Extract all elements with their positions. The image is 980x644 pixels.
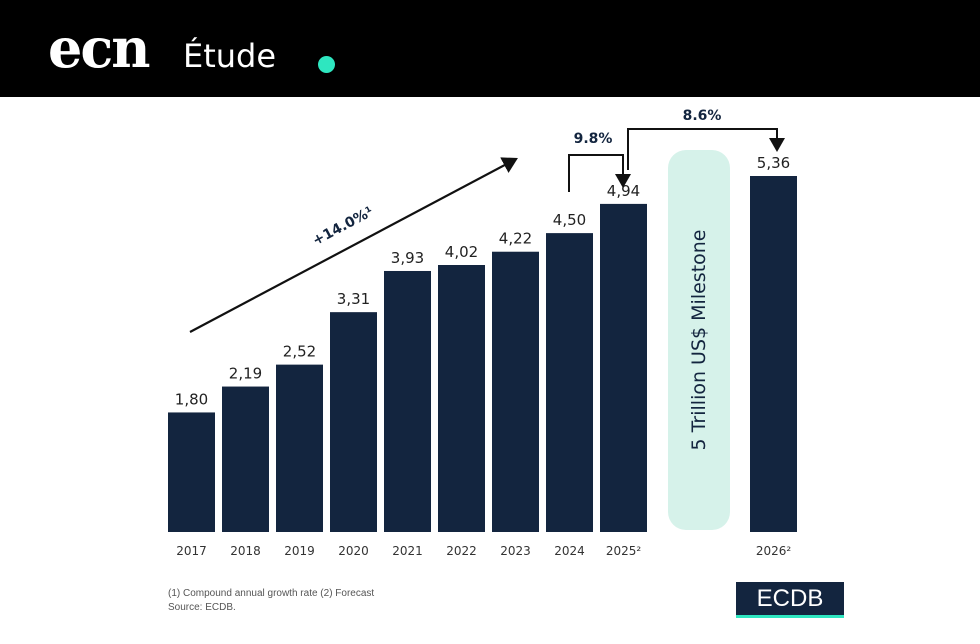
ecdb-logo: ECDB — [736, 582, 844, 618]
accent-dot-icon — [318, 56, 335, 73]
growth-arrow-2025 — [568, 154, 631, 192]
x-tick-label: 2018 — [230, 544, 261, 558]
footnote: (1) Compound annual growth rate (2) Fore… — [168, 588, 375, 599]
bar-2019 — [276, 364, 323, 532]
bar-2020 — [330, 312, 377, 532]
value-label: 1,80 — [175, 390, 208, 408]
value-label: 5,36 — [757, 154, 790, 172]
value-label: 4,02 — [445, 243, 478, 261]
x-tick-label: 2024 — [554, 544, 585, 558]
value-label: 3,31 — [337, 290, 370, 308]
milestone-label: 5 Trillion US$ Milestone — [688, 229, 710, 450]
bar-2021 — [384, 270, 431, 532]
section-title: Étude — [183, 37, 277, 75]
value-label: 3,93 — [391, 249, 424, 267]
ecn-logo: ecn — [48, 16, 150, 80]
x-tick-label: 2026² — [756, 544, 792, 558]
header-bar: ecn Étude — [0, 0, 980, 97]
bar-2022 — [438, 265, 485, 532]
bar-2024 — [546, 233, 593, 533]
milestone-band — [668, 150, 730, 530]
bar-2025² — [600, 203, 647, 533]
bar-2026² — [750, 176, 797, 532]
bar-2017 — [168, 412, 215, 532]
x-tick-label: 2023 — [500, 544, 531, 558]
x-tick-label: 2020 — [338, 544, 369, 558]
cagr-label: +14.0%¹ — [310, 204, 376, 249]
x-tick-label: 2022 — [446, 544, 477, 558]
cagr-arrow — [189, 157, 518, 333]
value-label: 4,22 — [499, 230, 532, 248]
bar-2023 — [492, 251, 539, 532]
x-tick-label: 2025² — [606, 544, 642, 558]
footnotes: (1) Compound annual growth rate (2) Fore… — [168, 587, 374, 615]
value-label: 2,52 — [283, 343, 316, 361]
source-note: Source: ECDB. — [168, 602, 236, 613]
x-tick-label: 2021 — [392, 544, 423, 558]
value-label: 4,50 — [553, 211, 586, 229]
growth-label-2025: 9.8% — [574, 131, 613, 147]
bar-2018 — [222, 386, 269, 532]
growth-label-2026: 8.6% — [683, 108, 722, 124]
x-tick-label: 2019 — [284, 544, 315, 558]
growth-arrow-2026 — [627, 128, 785, 170]
x-tick-label: 2017 — [176, 544, 207, 558]
bar-chart: 1,80 2017 2,19 2018 2,52 2019 3,31 2020 3,93 2021… — [168, 108, 797, 558]
value-label: 2,19 — [229, 365, 262, 383]
